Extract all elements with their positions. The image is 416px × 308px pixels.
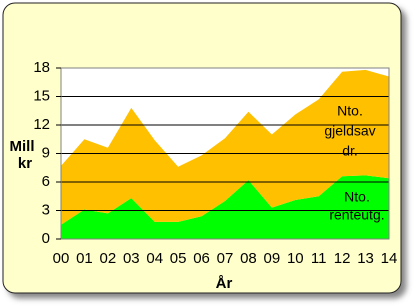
- y-axis-label: Mill: [10, 138, 35, 155]
- y-tick-label: 18: [33, 59, 50, 76]
- x-tick-label: 00: [53, 250, 70, 267]
- area: [61, 69, 389, 225]
- x-tick-label: 07: [217, 250, 234, 267]
- x-tick-label: 05: [170, 250, 187, 267]
- x-tick-label: 09: [264, 250, 281, 267]
- y-tick-label: 0: [42, 230, 50, 247]
- x-tick-label: 03: [123, 250, 140, 267]
- x-tick-label: 14: [381, 250, 398, 267]
- annotation: Nto.: [337, 103, 363, 119]
- y-tick-label: 9: [42, 144, 50, 161]
- x-tick-label: 08: [240, 250, 257, 267]
- x-tick-label: 01: [76, 250, 93, 267]
- x-tick-label: 06: [193, 250, 210, 267]
- annotation: gjeldsav: [324, 123, 375, 139]
- annotation: Nto.: [344, 189, 370, 205]
- x-tick-label: 13: [357, 250, 374, 267]
- annotation: dr.: [342, 143, 358, 159]
- y-tick-label: 12: [33, 116, 50, 133]
- x-axis-label: År: [216, 275, 233, 292]
- y-tick-label: 6: [42, 173, 50, 190]
- annotation: renteutg.: [329, 207, 384, 223]
- y-axis-label: kr: [18, 155, 32, 172]
- x-tick-label: 11: [311, 250, 327, 267]
- y-tick-label: 15: [33, 87, 50, 104]
- y-tick-label: 3: [42, 201, 50, 218]
- x-tick-label: 10: [287, 250, 304, 267]
- x-tick-label: 02: [100, 250, 117, 267]
- x-tick-label: 04: [146, 250, 163, 267]
- area: [61, 175, 389, 239]
- x-tick-label: 12: [334, 250, 351, 267]
